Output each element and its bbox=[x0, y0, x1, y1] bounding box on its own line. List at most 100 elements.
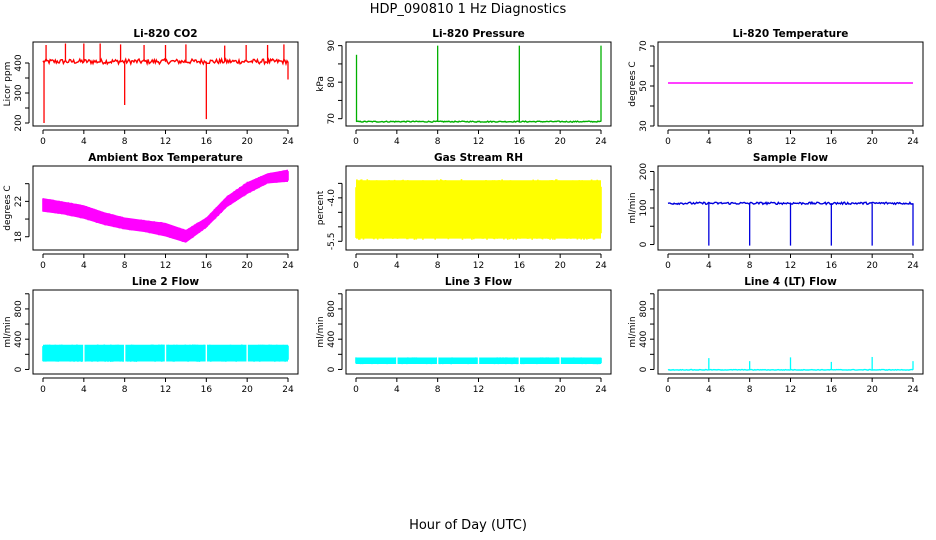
plot-frame bbox=[345, 289, 612, 375]
x-tick-label: 24 bbox=[595, 261, 607, 271]
x-tick-label: 24 bbox=[907, 261, 919, 271]
x-tick-label: 16 bbox=[514, 261, 526, 271]
series-3 bbox=[42, 169, 289, 243]
series-fill bbox=[356, 180, 601, 239]
y-tick-label: 18 bbox=[14, 231, 24, 243]
x-tick-label: 24 bbox=[282, 385, 294, 395]
x-tick-label: 8 bbox=[747, 137, 753, 147]
plot-frame bbox=[32, 289, 299, 375]
x-tick-label: 24 bbox=[595, 137, 607, 147]
panel-2: Li-820 Temperature 0 4 8 12 16 20 24 30 50 70degre… bbox=[628, 28, 924, 147]
x-tick-label: 0 bbox=[353, 137, 359, 147]
series-line bbox=[667, 200, 914, 206]
panel-title: Ambient Box Temperature bbox=[88, 152, 243, 164]
y-tick-label: 0 bbox=[327, 366, 337, 372]
y-tick-label: 800 bbox=[327, 300, 337, 317]
y-tick-label: 80 bbox=[327, 76, 337, 88]
y-tick-label: 300 bbox=[14, 84, 24, 101]
y-tick-label: 100 bbox=[639, 199, 649, 216]
x-tick-label: 8 bbox=[122, 137, 128, 147]
x-tick-label: 8 bbox=[122, 261, 128, 271]
x-tick-label: 24 bbox=[595, 385, 607, 395]
x-tick-label: 12 bbox=[160, 385, 171, 395]
x-tick-label: 20 bbox=[554, 385, 566, 395]
plot-frame bbox=[345, 41, 612, 127]
x-tick-label: 16 bbox=[826, 385, 838, 395]
x-tick-label: 4 bbox=[706, 385, 712, 395]
x-tick-label: 20 bbox=[241, 261, 253, 271]
x-tick-label: 20 bbox=[554, 261, 566, 271]
y-axis-label: ml/min bbox=[628, 192, 638, 223]
series-1 bbox=[355, 45, 602, 123]
x-tick-label: 0 bbox=[40, 261, 46, 271]
figure-title: HDP_090810 1 Hz Diagnostics bbox=[369, 2, 567, 17]
x-tick-label: 4 bbox=[394, 137, 400, 147]
x-tick-label: 24 bbox=[282, 137, 294, 147]
plot-frame bbox=[32, 165, 299, 251]
x-tick-label: 16 bbox=[514, 137, 526, 147]
x-tick-label: 20 bbox=[866, 261, 878, 271]
y-axis-label: degrees C bbox=[628, 61, 638, 106]
x-tick-label: 4 bbox=[706, 137, 712, 147]
series-6 bbox=[42, 343, 289, 363]
y-tick-label: 400 bbox=[14, 330, 24, 347]
x-tick-label: 8 bbox=[747, 261, 753, 271]
plot-frame bbox=[657, 289, 924, 375]
x-tick-label: 24 bbox=[907, 137, 919, 147]
y-axis-label: ml/min bbox=[3, 316, 13, 347]
x-tick-label: 4 bbox=[81, 137, 87, 147]
y-axis-label: kPa bbox=[316, 76, 326, 92]
y-tick-label: 200 bbox=[639, 163, 649, 180]
series-0 bbox=[42, 43, 289, 123]
x-tick-label: 16 bbox=[201, 261, 213, 271]
plot-frame bbox=[32, 41, 299, 127]
x-tick-label: 12 bbox=[473, 137, 484, 147]
y-tick-label: 22 bbox=[14, 196, 24, 207]
x-tick-label: 20 bbox=[241, 137, 253, 147]
panel-title: Line 2 Flow bbox=[132, 276, 199, 288]
x-tick-label: 16 bbox=[201, 385, 213, 395]
x-tick-label: 8 bbox=[122, 385, 128, 395]
x-tick-label: 8 bbox=[435, 385, 441, 395]
panel-title: Line 4 (LT) Flow bbox=[744, 276, 837, 288]
panel-title: Li-820 Temperature bbox=[733, 28, 849, 40]
y-axis-label: Licor ppm bbox=[3, 62, 13, 107]
x-tick-label: 0 bbox=[353, 385, 359, 395]
y-tick-label: -4.0 bbox=[327, 189, 337, 207]
series-5 bbox=[667, 200, 914, 246]
y-tick-label: 90 bbox=[327, 40, 337, 52]
x-tick-label: 4 bbox=[394, 385, 400, 395]
panel-title: Gas Stream RH bbox=[434, 152, 523, 164]
y-tick-label: -5.5 bbox=[327, 233, 337, 251]
x-tick-label: 12 bbox=[785, 261, 796, 271]
y-tick-label: 800 bbox=[14, 300, 24, 317]
x-tick-label: 0 bbox=[40, 137, 46, 147]
panel-1: Li-820 Pressure 0 4 8 12 16 20 24 70 80 90 kPa bbox=[316, 28, 612, 147]
series-8 bbox=[667, 356, 914, 371]
y-axis-label: ml/min bbox=[316, 316, 326, 347]
x-tick-label: 12 bbox=[785, 385, 796, 395]
y-tick-label: 400 bbox=[14, 54, 24, 71]
y-tick-label: 70 bbox=[327, 113, 337, 125]
panel-title: Li-820 CO2 bbox=[133, 28, 197, 40]
x-tick-label: 0 bbox=[40, 385, 46, 395]
series-7 bbox=[355, 356, 602, 366]
plot-frame bbox=[345, 165, 612, 251]
panel-title: Sample Flow bbox=[753, 152, 828, 164]
x-tick-label: 4 bbox=[81, 385, 87, 395]
x-tick-label: 0 bbox=[665, 137, 671, 147]
x-tick-label: 12 bbox=[473, 261, 484, 271]
x-tick-label: 4 bbox=[706, 261, 712, 271]
y-tick-label: 400 bbox=[327, 330, 337, 347]
y-tick-label: 800 bbox=[639, 300, 649, 317]
x-tick-label: 24 bbox=[907, 385, 919, 395]
x-tick-label: 12 bbox=[160, 137, 171, 147]
x-tick-label: 12 bbox=[160, 261, 171, 271]
x-tick-label: 24 bbox=[282, 261, 294, 271]
plot-frame bbox=[657, 41, 924, 127]
x-axis-caption: Hour of Day (UTC) bbox=[409, 518, 527, 533]
